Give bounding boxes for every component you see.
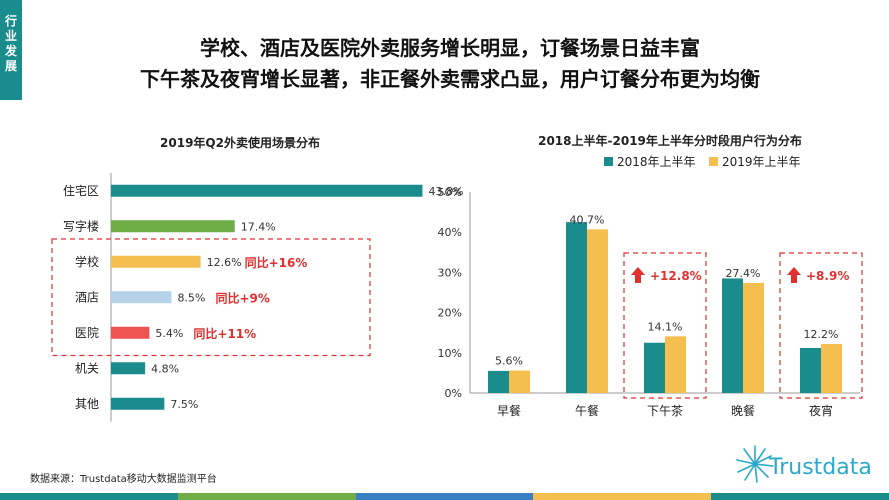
category-label: 晚餐 xyxy=(731,403,755,418)
value-label: 5.6% xyxy=(495,354,523,367)
section-tab-line2: 发展 xyxy=(4,44,17,73)
y-tick-label: 30% xyxy=(438,266,462,279)
category-label: 午餐 xyxy=(575,403,599,418)
highlight-box xyxy=(779,252,863,399)
bar xyxy=(111,255,201,268)
value-label: 8.5% xyxy=(177,291,205,304)
left-chart-title: 2019年Q2外卖使用场景分布 xyxy=(160,136,320,150)
value-label: 12.6% xyxy=(207,256,242,269)
headline-line2: 下午茶及夜宵增长显著，非正餐外卖需求凸显，用户订餐分布更为均衡 xyxy=(140,67,760,91)
bar xyxy=(566,222,587,393)
growth-annotation: +8.9% xyxy=(806,269,849,283)
category-label: 学校 xyxy=(75,254,99,269)
y-tick-label: 0% xyxy=(445,387,462,400)
y-tick-label: 20% xyxy=(438,307,462,320)
y-tick-label: 50% xyxy=(438,186,462,199)
category-label: 机关 xyxy=(75,361,99,375)
category-label: 其他 xyxy=(75,397,99,411)
bar xyxy=(821,343,842,393)
value-label: 7.5% xyxy=(170,398,198,411)
category-label: 下午茶 xyxy=(647,403,683,418)
value-label: 14.1% xyxy=(648,320,683,333)
bottom-bar-segment xyxy=(355,493,534,500)
growth-annotation: 同比+9% xyxy=(215,290,269,305)
bar xyxy=(488,370,509,393)
value-label: 5.4% xyxy=(155,327,183,340)
bar xyxy=(743,282,764,393)
growth-annotation: 同比+16% xyxy=(245,255,308,270)
y-tick-label: 10% xyxy=(438,347,462,360)
bottom-bar-segment xyxy=(0,493,178,500)
bottom-bar-segment xyxy=(533,493,712,500)
up-arrow-icon xyxy=(787,267,801,283)
bar xyxy=(509,370,530,393)
bar xyxy=(722,278,743,393)
bar xyxy=(111,397,165,410)
bottom-color-bar xyxy=(0,493,889,500)
right-chart-title: 2018上半年-2019年上半年分时段用户行为分布 xyxy=(538,134,802,148)
logo-burst-icon xyxy=(736,445,774,483)
y-tick-label: 40% xyxy=(438,226,462,239)
logo-text: Trustdata xyxy=(768,455,872,480)
bar xyxy=(665,336,686,393)
bar xyxy=(111,291,172,304)
value-label: 12.2% xyxy=(804,328,839,341)
bar xyxy=(111,362,146,375)
value-label: 27.4% xyxy=(726,267,761,280)
bar xyxy=(111,220,235,233)
category-label: 夜宵 xyxy=(809,403,833,418)
legend-swatch xyxy=(709,157,718,166)
value-label: 17.4% xyxy=(241,220,276,233)
highlight-box xyxy=(623,252,707,399)
bar xyxy=(800,347,821,393)
bar xyxy=(587,229,608,393)
bottom-bar-segment xyxy=(177,493,356,500)
category-label: 酒店 xyxy=(75,290,99,304)
section-tab-line1: 行业 xyxy=(4,14,17,43)
category-label: 住宅区 xyxy=(63,183,99,198)
highlight-box xyxy=(51,238,371,357)
category-label: 写字楼 xyxy=(63,218,99,233)
growth-annotation: 同比+11% xyxy=(193,326,256,341)
category-label: 医院 xyxy=(75,326,99,340)
category-label: 早餐 xyxy=(497,403,521,418)
bar xyxy=(111,326,150,339)
bar xyxy=(111,184,423,197)
section-tab: 行业 发展 xyxy=(0,0,22,100)
bottom-bar-segment xyxy=(711,493,889,500)
growth-annotation: +12.8% xyxy=(650,269,702,283)
value-label: 43.8% xyxy=(428,185,463,198)
legend-label: 2018年上半年 xyxy=(617,155,696,169)
value-label: 4.8% xyxy=(151,362,179,375)
trustdata-logo: Trustdata xyxy=(736,445,872,483)
legend-swatch xyxy=(604,157,613,166)
bar xyxy=(644,342,665,393)
headline-line1: 学校、酒店及医院外卖服务增长明显，订餐场景日益丰富 xyxy=(200,36,700,60)
value-label: 40.7% xyxy=(570,213,605,226)
data-source: 数据来源：Trustdata移动大数据监测平台 xyxy=(30,474,217,485)
up-arrow-icon xyxy=(631,267,645,283)
legend-label: 2019年上半年 xyxy=(722,155,801,169)
